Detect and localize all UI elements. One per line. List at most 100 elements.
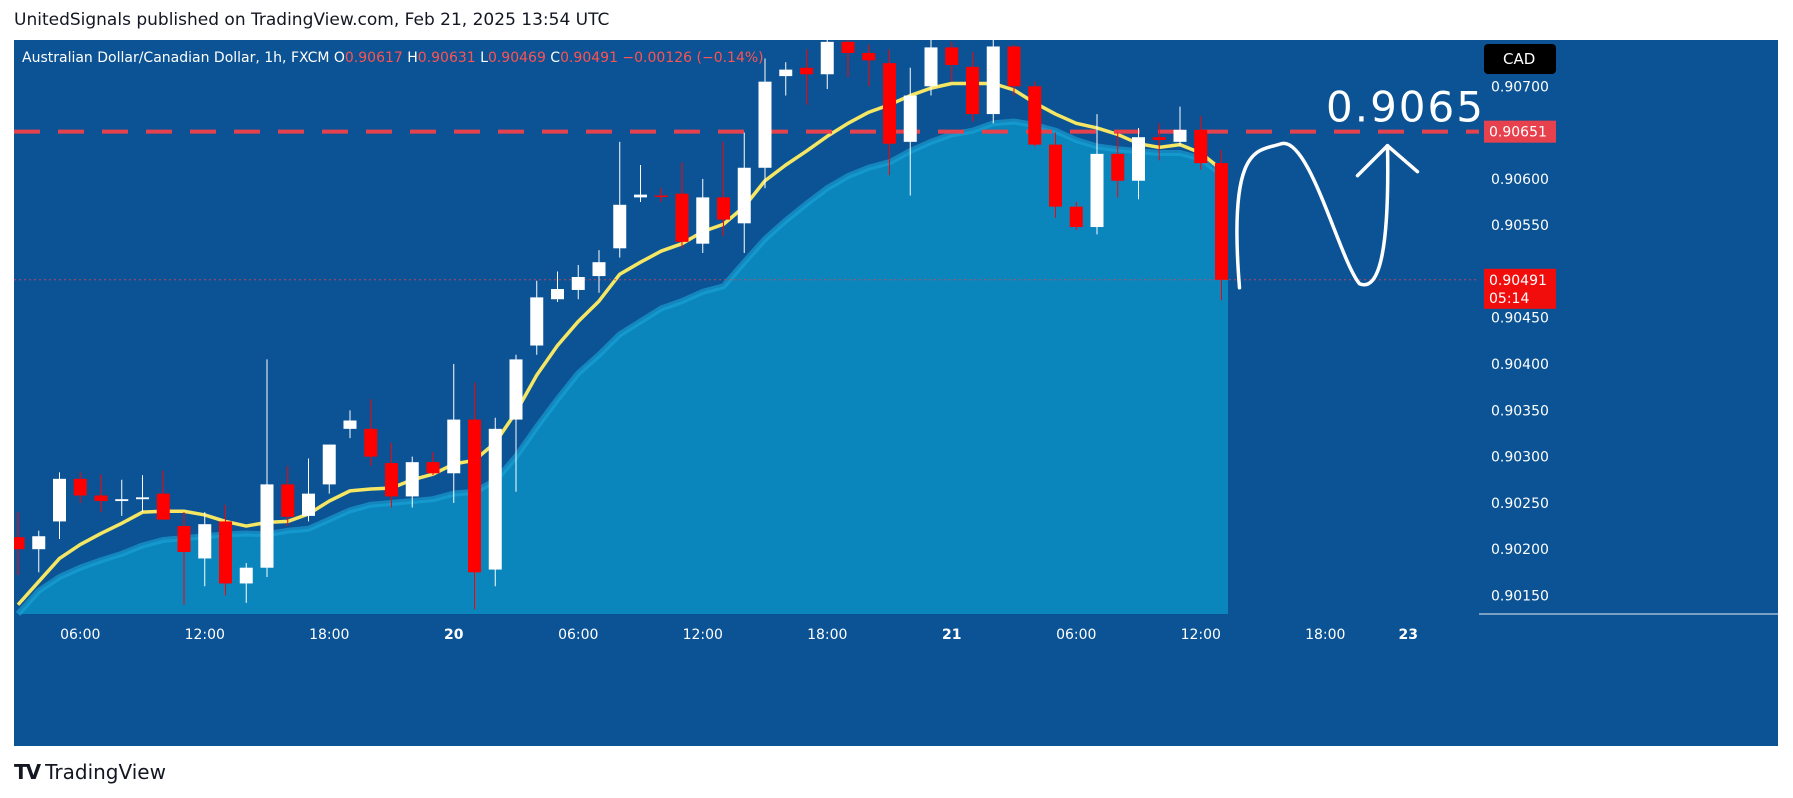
candle[interactable] bbox=[1090, 114, 1104, 235]
candle[interactable] bbox=[1007, 44, 1021, 96]
y-tick-label: 0.90600 bbox=[1491, 172, 1549, 188]
candle[interactable] bbox=[945, 41, 959, 82]
candle[interactable] bbox=[509, 354, 523, 492]
x-tick-label: 18:00 bbox=[1305, 627, 1345, 643]
candle[interactable] bbox=[675, 162, 689, 249]
candle[interactable] bbox=[654, 188, 668, 203]
candle[interactable] bbox=[737, 132, 751, 253]
symbol-title: Australian Dollar/Canadian Dollar, 1h, F… bbox=[22, 50, 334, 66]
change-value: −0.00126 (−0.14%) bbox=[622, 50, 763, 66]
candle[interactable] bbox=[800, 49, 813, 105]
candle-body bbox=[447, 419, 461, 474]
candle[interactable] bbox=[924, 40, 938, 96]
candle[interactable] bbox=[260, 359, 274, 577]
x-tick-label: 06:00 bbox=[1056, 627, 1096, 643]
candle[interactable] bbox=[447, 364, 461, 503]
candle-body bbox=[737, 167, 751, 224]
candle-body bbox=[1069, 206, 1083, 228]
candle[interactable] bbox=[426, 451, 440, 476]
candle-body bbox=[820, 41, 834, 75]
candle[interactable] bbox=[156, 470, 170, 520]
candle[interactable] bbox=[820, 40, 834, 90]
candle[interactable] bbox=[903, 67, 917, 196]
candle[interactable] bbox=[862, 44, 876, 87]
candle[interactable] bbox=[1132, 127, 1145, 200]
x-tick-label: 18:00 bbox=[807, 627, 847, 643]
symbol-header: Australian Dollar/Canadian Dollar, 1h, F… bbox=[22, 50, 764, 66]
candle[interactable] bbox=[966, 52, 979, 122]
candle[interactable] bbox=[1028, 81, 1042, 147]
candle[interactable] bbox=[1173, 106, 1187, 147]
candle[interactable] bbox=[1049, 132, 1062, 218]
y-tick-label: 0.90200 bbox=[1491, 542, 1549, 558]
candle[interactable] bbox=[1194, 115, 1208, 170]
candle[interactable] bbox=[488, 417, 502, 587]
candle[interactable] bbox=[986, 40, 1000, 124]
candle[interactable] bbox=[841, 40, 855, 78]
candle[interactable] bbox=[94, 474, 108, 513]
candle[interactable] bbox=[530, 280, 544, 355]
high-label: H bbox=[407, 50, 418, 66]
candle-body bbox=[136, 497, 149, 500]
candle[interactable] bbox=[14, 512, 25, 576]
candle[interactable] bbox=[281, 465, 295, 527]
chart-area[interactable]: 0.9065 0.90150 0.90200 0.90250 0.90300 0.903… bbox=[14, 40, 1778, 746]
candle-body bbox=[862, 52, 876, 61]
price-chart[interactable]: 0.9065 0.90150 0.90200 0.90250 0.90300 0.903… bbox=[14, 40, 1778, 746]
candle[interactable] bbox=[73, 472, 87, 503]
candle-body bbox=[634, 194, 647, 198]
y-tick-label: 0.90550 bbox=[1491, 218, 1549, 234]
candle[interactable] bbox=[364, 399, 378, 466]
tradingview-brand[interactable]: TV TradingView bbox=[14, 760, 166, 784]
candle[interactable] bbox=[613, 141, 627, 258]
currency-badge[interactable] bbox=[1484, 44, 1556, 74]
candle[interactable] bbox=[302, 458, 315, 522]
projection-arrowhead-icon bbox=[1355, 143, 1420, 178]
low-label: L bbox=[480, 50, 488, 66]
candle[interactable] bbox=[717, 141, 730, 237]
candle[interactable] bbox=[634, 164, 647, 203]
candle[interactable] bbox=[343, 410, 357, 439]
candle-body bbox=[156, 493, 170, 520]
candle[interactable] bbox=[592, 250, 606, 293]
candle[interactable] bbox=[1152, 123, 1166, 161]
candle[interactable] bbox=[198, 512, 212, 587]
candle[interactable] bbox=[696, 178, 710, 253]
x-tick-label: 20 bbox=[444, 627, 464, 643]
candle-body bbox=[115, 499, 129, 502]
projection-curve bbox=[1235, 141, 1390, 290]
candle-body bbox=[1049, 144, 1062, 207]
candle-body bbox=[177, 526, 191, 552]
candle-body bbox=[343, 420, 357, 429]
y-tick-label: 0.90400 bbox=[1491, 357, 1549, 373]
candle[interactable] bbox=[883, 49, 896, 176]
candle[interactable] bbox=[322, 444, 336, 494]
candle[interactable] bbox=[219, 504, 232, 596]
candle-body bbox=[302, 493, 315, 516]
candle[interactable] bbox=[1111, 132, 1125, 198]
y-tick-label: 0.90450 bbox=[1491, 311, 1549, 327]
candle[interactable] bbox=[571, 264, 585, 300]
candle[interactable] bbox=[1215, 150, 1228, 301]
candle[interactable] bbox=[1069, 202, 1083, 230]
candle-body bbox=[966, 66, 979, 115]
candle[interactable] bbox=[32, 530, 46, 573]
candle[interactable] bbox=[136, 475, 149, 513]
y-tick-label: 0.90300 bbox=[1491, 450, 1549, 466]
x-tick-label: 21 bbox=[942, 627, 961, 643]
candle[interactable] bbox=[468, 382, 481, 610]
candle[interactable] bbox=[405, 456, 419, 508]
candle[interactable] bbox=[53, 472, 66, 540]
candle[interactable] bbox=[779, 62, 793, 96]
candle[interactable] bbox=[385, 442, 398, 508]
open-value: 0.90617 bbox=[345, 50, 407, 66]
candle[interactable] bbox=[551, 271, 564, 303]
candle-body bbox=[986, 46, 1000, 115]
candle-body bbox=[385, 463, 398, 497]
candle[interactable] bbox=[239, 563, 253, 603]
candle-body bbox=[73, 478, 87, 496]
open-label: O bbox=[334, 50, 345, 66]
candle[interactable] bbox=[758, 58, 772, 189]
candle[interactable] bbox=[177, 512, 191, 605]
candle[interactable] bbox=[115, 479, 129, 516]
